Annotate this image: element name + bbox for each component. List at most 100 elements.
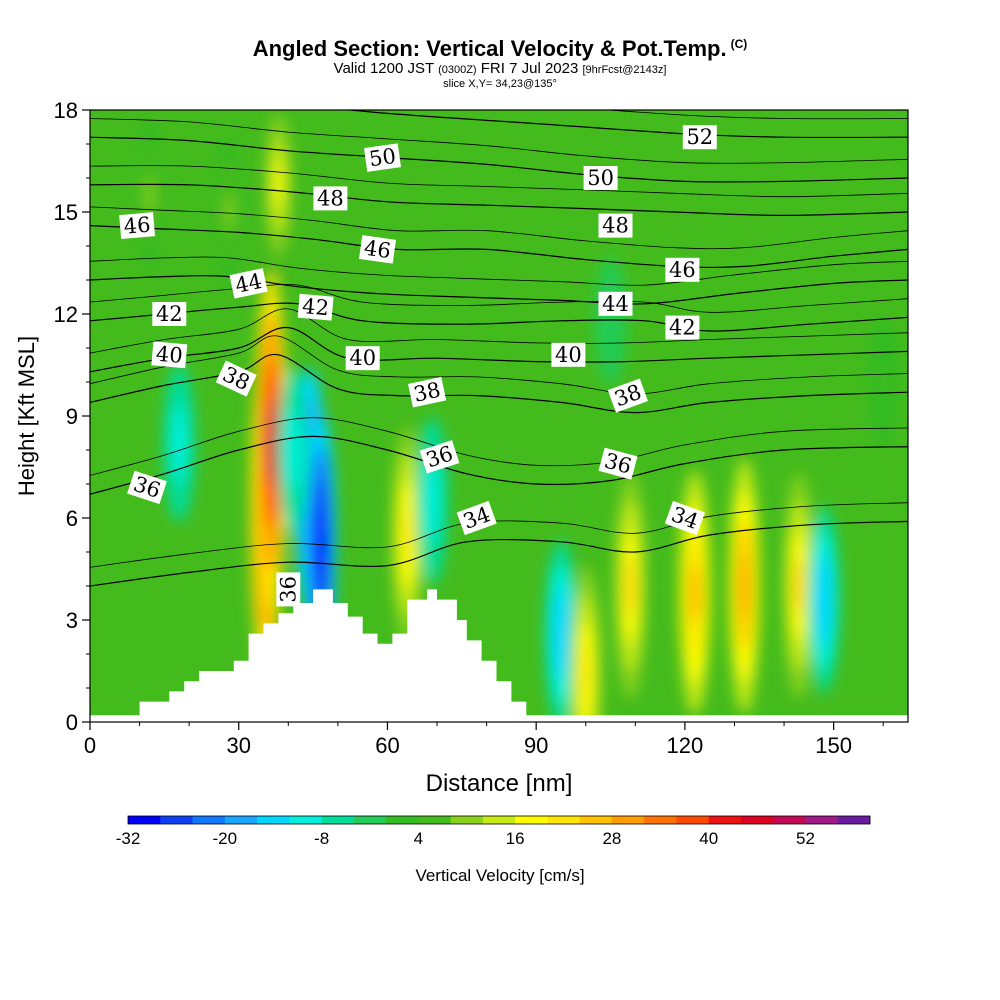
colorbar-swatch — [773, 816, 806, 824]
x-tick-label: 30 — [226, 733, 250, 758]
theta-contour-minor — [602, 110, 908, 120]
contour-label-box — [119, 212, 156, 240]
chart-subtitle: Valid 1200 JST (0300Z) FRI 7 Jul 2023 [9… — [0, 60, 1000, 77]
colorbar-swatch — [386, 816, 419, 824]
contour-label-box — [551, 342, 586, 367]
contour-label-text: 44 — [233, 269, 264, 298]
contour-label-box — [598, 291, 633, 316]
theta-contour-42 — [90, 302, 908, 332]
contour-label-text: 48 — [317, 186, 344, 210]
valid-time-utc: (0300Z) — [438, 64, 477, 76]
theta-contour-minor — [90, 118, 908, 164]
contour-label-box — [407, 376, 447, 408]
colorbar-label: Vertical Velocity [cm/s] — [415, 866, 584, 885]
velocity-cell — [581, 647, 590, 702]
contour-label-text: 42 — [669, 316, 696, 340]
y-axis: 0 3 6 9 12 15 18 — [54, 98, 90, 735]
theta-contour-36 — [90, 435, 908, 495]
plot-area — [90, 110, 908, 722]
theta-contour-minor — [90, 284, 908, 313]
contour-label: 52 — [682, 125, 717, 150]
contour-label-box — [276, 572, 301, 607]
colorbar-swatch — [547, 816, 581, 824]
colorbar-swatch — [837, 816, 871, 824]
contour-label: 46 — [358, 235, 397, 264]
colorbar-tick-label: -32 — [116, 829, 141, 848]
contour-label: 40 — [551, 342, 586, 367]
y-tick-label: 12 — [54, 302, 78, 327]
velocity-cell — [145, 176, 154, 214]
contour-labels: 3638404244464850424640383634364050484438… — [119, 125, 717, 607]
colorbar-swatch — [321, 816, 355, 824]
theta-contour-46 — [90, 225, 908, 269]
contour-label-box — [127, 470, 167, 505]
velocity-cell — [289, 429, 298, 471]
theta-contour-minor — [90, 308, 908, 354]
velocity-cell — [224, 193, 233, 231]
colorbar-swatch — [353, 816, 387, 824]
colorbar-swatch — [482, 816, 516, 824]
colorbar-swatch — [224, 816, 258, 824]
velocity-cell — [274, 161, 283, 209]
contour-label-text: 40 — [555, 343, 582, 367]
contour-label: 40 — [345, 346, 380, 371]
y-tick-label: 18 — [54, 98, 78, 123]
contour-label: 36 — [598, 447, 638, 480]
colorbar-swatch — [515, 816, 548, 824]
colorbar-swatch — [740, 816, 774, 824]
colorbar-swatch — [450, 816, 484, 824]
colorbar-frame — [127, 815, 871, 825]
contour-label-text: 46 — [669, 258, 696, 282]
theta-contour-40 — [90, 326, 908, 373]
colorbar-swatch — [257, 816, 290, 824]
colorbar-tick-label: 4 — [414, 829, 423, 848]
contour-label-text: 50 — [587, 166, 614, 190]
colorbar-swatch — [418, 816, 452, 824]
contour-label-box — [598, 213, 633, 238]
colorbar-tick-label: -8 — [314, 829, 329, 848]
y-tick-label: 9 — [66, 404, 78, 429]
contour-label: 42 — [297, 293, 334, 321]
contour-label-box — [313, 186, 348, 211]
y-tick-label: 0 — [66, 710, 78, 735]
contour-label-box — [664, 500, 705, 536]
contour-label: 42 — [665, 315, 700, 340]
y-tick-label: 15 — [54, 200, 78, 225]
valid-time-prefix: Valid 1200 JST — [333, 60, 434, 77]
theta-contour-50 — [90, 136, 908, 183]
y-tick-label: 6 — [66, 506, 78, 531]
velocity-cell — [690, 562, 699, 624]
contour-label-box — [363, 143, 402, 172]
contour-label: 38 — [407, 376, 447, 408]
contour-label-text: 50 — [368, 144, 398, 171]
terrain — [90, 589, 908, 722]
contour-label: 46 — [119, 212, 156, 240]
colorbar-swatch — [128, 816, 161, 824]
x-axis-label: Distance [nm] — [426, 770, 573, 797]
velocity-cell — [740, 554, 749, 618]
contour-label: 34 — [456, 500, 497, 536]
colorbar-swatch — [579, 816, 613, 824]
colorbar-tick-label: 40 — [699, 829, 718, 848]
colorbar-swatch — [192, 816, 226, 824]
theta-contours — [90, 110, 908, 587]
colorbar-tick-label: -20 — [213, 829, 238, 848]
contour-label-box — [607, 378, 648, 413]
contour-label: 44 — [598, 291, 633, 316]
contour-label-text: 46 — [123, 212, 152, 238]
contour-label-box — [456, 500, 497, 536]
contour-label-box — [665, 315, 700, 340]
y-axis-label: Height [Kft MSL] — [14, 336, 39, 496]
colorbar-swatch — [289, 816, 322, 824]
theta-contour-44 — [90, 275, 908, 305]
colorbar-tick-label: 28 — [602, 829, 621, 848]
contour-label-box — [358, 235, 397, 264]
velocity-cell — [794, 557, 803, 615]
contour-label-box — [419, 440, 460, 474]
velocity-cell — [556, 610, 565, 657]
colorbar-swatch — [805, 816, 839, 824]
contour-label-text: 42 — [156, 302, 183, 326]
contour-label-box — [152, 302, 187, 326]
contour-label-text: 42 — [301, 294, 330, 320]
contour-label-text: 46 — [363, 236, 393, 263]
